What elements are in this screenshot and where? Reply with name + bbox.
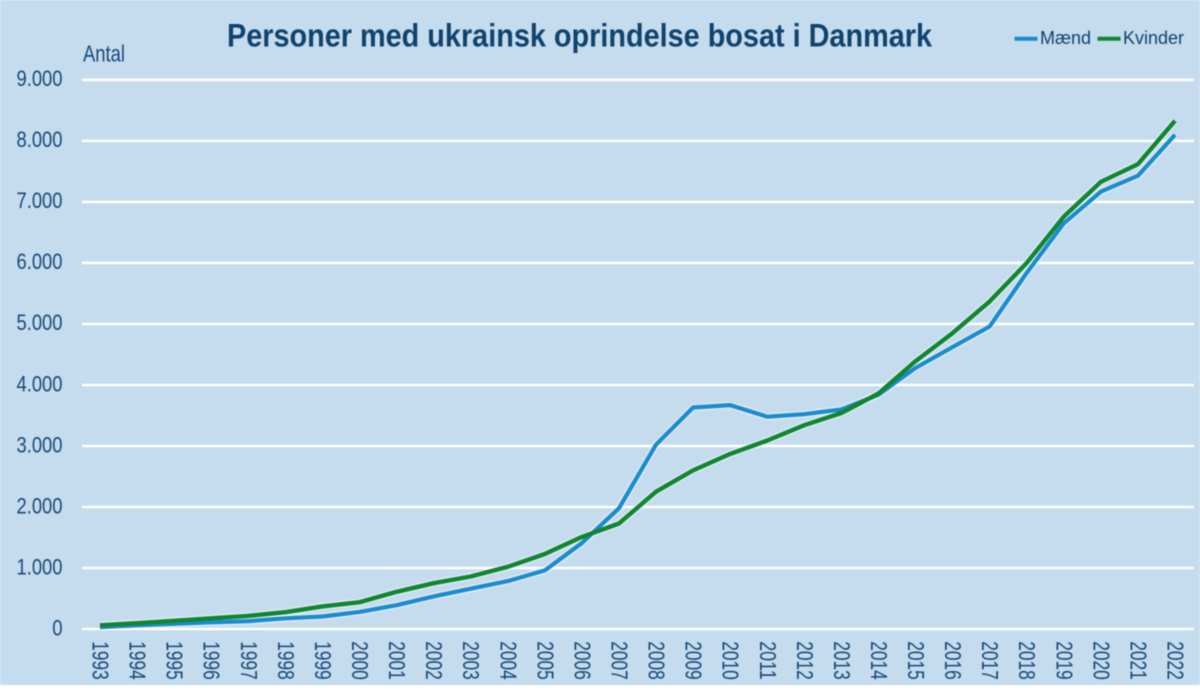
svg-text:2005: 2005	[532, 641, 558, 680]
svg-text:1997: 1997	[236, 641, 262, 680]
svg-text:2012: 2012	[792, 641, 818, 680]
svg-text:1993: 1993	[88, 641, 114, 680]
svg-text:2002: 2002	[421, 641, 447, 680]
svg-text:2016: 2016	[940, 641, 966, 680]
svg-text:2018: 2018	[1014, 641, 1040, 680]
svg-text:2019: 2019	[1051, 641, 1077, 680]
svg-text:3.000: 3.000	[17, 432, 63, 457]
svg-text:Mænd: Mænd	[1040, 28, 1091, 48]
svg-text:2017: 2017	[977, 641, 1003, 680]
svg-text:1995: 1995	[162, 641, 188, 680]
svg-text:1994: 1994	[125, 641, 151, 680]
svg-text:Kvinder: Kvinder	[1123, 28, 1184, 48]
svg-text:1998: 1998	[273, 641, 299, 680]
svg-text:2004: 2004	[495, 641, 521, 680]
svg-text:2013: 2013	[829, 641, 855, 680]
svg-text:2000: 2000	[347, 641, 373, 680]
svg-text:2009: 2009	[681, 641, 707, 680]
svg-text:8.000: 8.000	[17, 127, 63, 152]
svg-text:9.000: 9.000	[17, 66, 63, 91]
svg-text:Personer med ukrainsk oprindel: Personer med ukrainsk oprindelse bosat i…	[227, 17, 932, 53]
svg-text:6.000: 6.000	[17, 249, 63, 274]
svg-text:4.000: 4.000	[17, 371, 63, 396]
svg-text:7.000: 7.000	[17, 188, 63, 213]
svg-text:2001: 2001	[384, 641, 410, 680]
svg-text:1996: 1996	[199, 641, 225, 680]
svg-text:2011: 2011	[755, 641, 781, 680]
svg-text:2022: 2022	[1163, 641, 1189, 680]
svg-text:2003: 2003	[458, 641, 484, 680]
svg-text:2015: 2015	[903, 641, 929, 680]
svg-text:1999: 1999	[310, 641, 336, 680]
svg-text:2.000: 2.000	[17, 493, 63, 518]
svg-text:2014: 2014	[866, 641, 892, 680]
svg-text:0: 0	[52, 615, 62, 640]
svg-text:2021: 2021	[1126, 641, 1152, 680]
svg-text:Antal: Antal	[83, 41, 125, 67]
svg-text:2006: 2006	[569, 641, 595, 680]
svg-text:1.000: 1.000	[17, 554, 63, 579]
svg-text:5.000: 5.000	[17, 310, 63, 335]
svg-text:2010: 2010	[718, 641, 744, 680]
svg-text:2008: 2008	[644, 641, 670, 680]
svg-text:2007: 2007	[607, 641, 633, 680]
svg-text:2020: 2020	[1088, 641, 1114, 680]
